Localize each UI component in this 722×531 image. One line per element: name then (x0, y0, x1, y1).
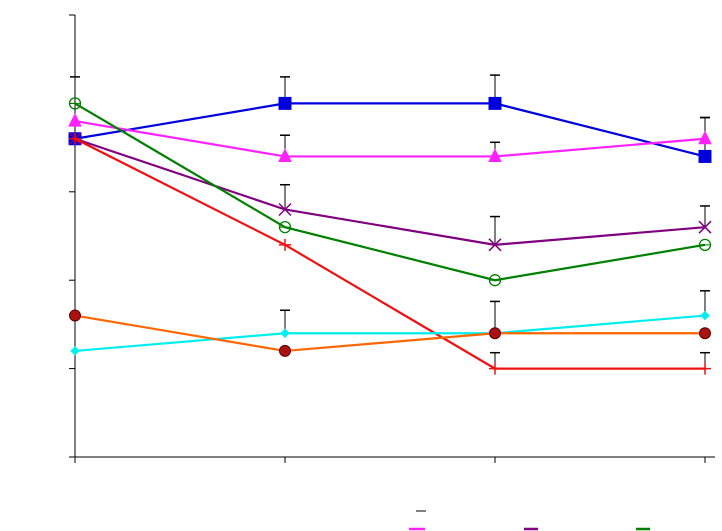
data-point (698, 220, 712, 234)
series-6 (69, 309, 711, 357)
data-point (280, 328, 290, 338)
series-0 (68, 74, 712, 163)
axes (69, 14, 715, 463)
series-line (74, 102, 706, 282)
series-line (74, 314, 706, 353)
data-point (278, 148, 292, 162)
data-point (70, 346, 80, 356)
data-point (68, 112, 82, 127)
data-point (69, 132, 81, 145)
data-point (278, 202, 292, 217)
data-point (279, 344, 291, 357)
data-point (488, 148, 502, 162)
data-point (698, 130, 712, 145)
data-point (278, 96, 292, 110)
series-line (74, 137, 705, 370)
data-point (488, 96, 502, 110)
series-3 (68, 97, 712, 287)
data-point (698, 149, 712, 163)
series-line (74, 137, 706, 246)
data-point (698, 238, 712, 251)
series-line (74, 314, 705, 353)
series-2 (68, 132, 712, 252)
series-line (74, 102, 706, 158)
data-point (489, 327, 501, 340)
data-point (279, 238, 291, 251)
data-point (69, 309, 81, 322)
series-5 (70, 290, 710, 356)
data-point (700, 310, 710, 321)
data-point (488, 238, 502, 252)
series-4 (69, 132, 711, 375)
data-point (699, 362, 711, 375)
data-point (488, 274, 502, 287)
series-line (74, 119, 706, 158)
series-1 (68, 112, 712, 162)
data-point (68, 97, 82, 110)
legend (409, 510, 650, 531)
data-point (489, 362, 501, 375)
plot-area (68, 74, 712, 375)
data-point (278, 221, 292, 234)
data-point (699, 327, 711, 340)
